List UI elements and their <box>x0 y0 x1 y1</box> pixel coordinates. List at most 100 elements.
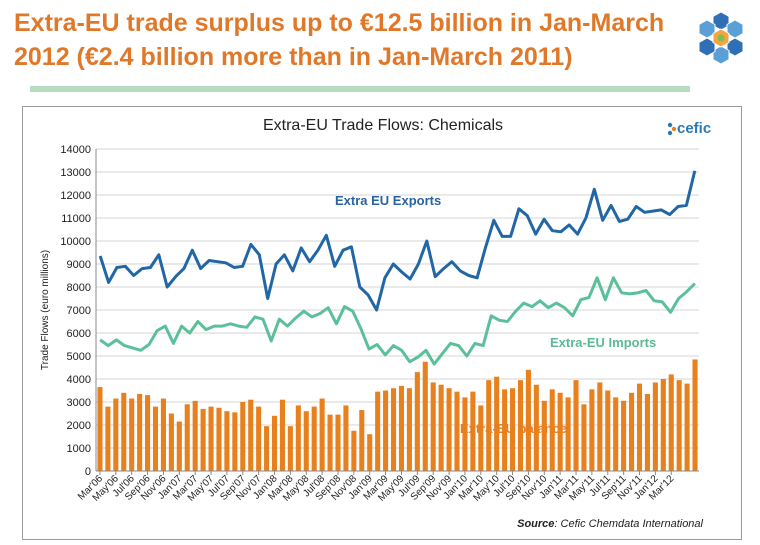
balance-bar <box>192 400 198 471</box>
balance-bar <box>311 406 317 471</box>
balance-bar <box>240 402 246 471</box>
balance-bar <box>676 380 682 471</box>
balance-bar <box>184 404 190 471</box>
balance-bar <box>668 374 674 471</box>
balance-bar <box>605 390 611 471</box>
balance-bar <box>541 400 547 471</box>
balance-bar <box>462 397 468 471</box>
balance-bar <box>478 405 484 471</box>
balance-bar <box>113 398 119 471</box>
y-tick-label: 13000 <box>60 167 91 179</box>
headline-line-2: 2012 (€2.4 billion more than in Jan-Marc… <box>14 43 573 71</box>
chart-frame: 0 1000 2000 3000 4000 5000 6000 7000 8000 9000 100… <box>22 106 742 540</box>
balance-bar <box>343 405 349 471</box>
balance-bar <box>494 376 500 471</box>
balance-bar <box>589 389 595 471</box>
balance-bar <box>248 399 254 471</box>
balance-bar <box>470 391 476 471</box>
balance-bar <box>327 414 333 471</box>
balance-bar <box>279 399 285 471</box>
balance-bar <box>557 392 563 471</box>
balance-bar <box>613 397 619 471</box>
imports-line <box>99 276 696 366</box>
balance-bar <box>430 382 436 471</box>
balance-bar <box>137 393 143 471</box>
balance-bar <box>271 415 278 471</box>
balance-bar <box>486 380 492 471</box>
balance-bar <box>168 413 174 471</box>
balance-bar <box>200 408 206 471</box>
balance-bar <box>152 406 159 471</box>
balance-bar <box>375 391 381 471</box>
y-tick-label: 6000 <box>67 328 91 340</box>
balance-bar <box>97 387 103 471</box>
balance-bar <box>208 406 214 471</box>
imports-series-label: Extra-EU Imports <box>550 335 657 350</box>
balance-bar <box>105 406 111 471</box>
balance-bar <box>121 392 127 471</box>
balance-bar <box>390 388 397 471</box>
source-note: Source: Cefic Chemdata International <box>517 518 703 530</box>
balance-bar <box>216 407 222 471</box>
balance-bar <box>660 379 666 471</box>
y-tick-label: 11000 <box>61 213 91 225</box>
balance-bar <box>549 389 555 471</box>
y-tick-label: 4000 <box>67 374 91 386</box>
balance-bar <box>652 382 658 471</box>
exports-line <box>98 170 697 312</box>
balance-bar <box>224 411 230 471</box>
balance-bar <box>502 389 508 471</box>
balance-bar <box>684 383 690 471</box>
balance-bar <box>692 359 698 471</box>
y-tick-label: 8000 <box>67 282 91 294</box>
balance-bar <box>510 388 516 471</box>
balance-bar <box>636 383 643 471</box>
balance-bar <box>454 391 460 471</box>
cefic-mark-icon <box>667 122 677 136</box>
balance-bar <box>335 414 341 471</box>
balance-bar <box>406 388 412 471</box>
balance-bar <box>264 426 270 471</box>
source-label: Source <box>517 518 555 530</box>
balance-bar <box>565 397 571 471</box>
balance-bar <box>581 404 587 471</box>
headline: Extra-EU trade surplus up to €12.5 billi… <box>14 6 694 74</box>
balance-bar <box>383 390 389 471</box>
balance-bar <box>145 395 151 471</box>
balance-bar <box>438 384 444 471</box>
balance-bar <box>295 405 301 471</box>
balance-bar <box>621 400 627 471</box>
source-text: : Cefic Chemdata International <box>554 518 703 530</box>
y-tick-label: 14000 <box>60 144 91 156</box>
y-tick-label: 3000 <box>67 397 91 409</box>
headline-line-1: Extra-EU trade surplus up to €12.5 billi… <box>14 9 665 37</box>
balance-bar <box>398 385 405 471</box>
exports-series-label: Extra EU Exports <box>335 193 442 208</box>
balance-bar <box>597 382 603 471</box>
balance-bar <box>644 393 650 471</box>
y-tick-label: 5000 <box>67 351 91 363</box>
balance-bar <box>256 406 262 471</box>
y-tick-label: 0 <box>85 466 91 478</box>
balance-bar <box>573 380 579 471</box>
trade-flow-chart: 0 1000 2000 3000 4000 5000 6000 7000 8000 9000 100… <box>40 144 699 504</box>
balance-bar <box>422 361 428 471</box>
balance-bar <box>287 426 293 471</box>
balance-bar <box>517 380 524 471</box>
balance-bar <box>414 372 420 471</box>
balance-bar <box>319 398 325 471</box>
divider-rule <box>30 86 690 92</box>
y-tick-label: 10000 <box>60 236 91 248</box>
y-tick-label: 9000 <box>67 259 91 271</box>
y-tick-label: 12000 <box>60 190 91 202</box>
y-tick-label: 7000 <box>67 305 91 317</box>
balance-bar <box>533 384 539 471</box>
balance-bar <box>446 388 452 471</box>
balance-bar <box>303 411 309 471</box>
balance-bar <box>351 430 357 471</box>
cefic-brand: cefic <box>677 120 712 137</box>
balance-bar <box>359 410 365 471</box>
balance-series-label: Extra-EU balance <box>460 421 567 436</box>
balance-bar <box>176 421 182 471</box>
hexagon-logo-icon <box>698 11 744 65</box>
